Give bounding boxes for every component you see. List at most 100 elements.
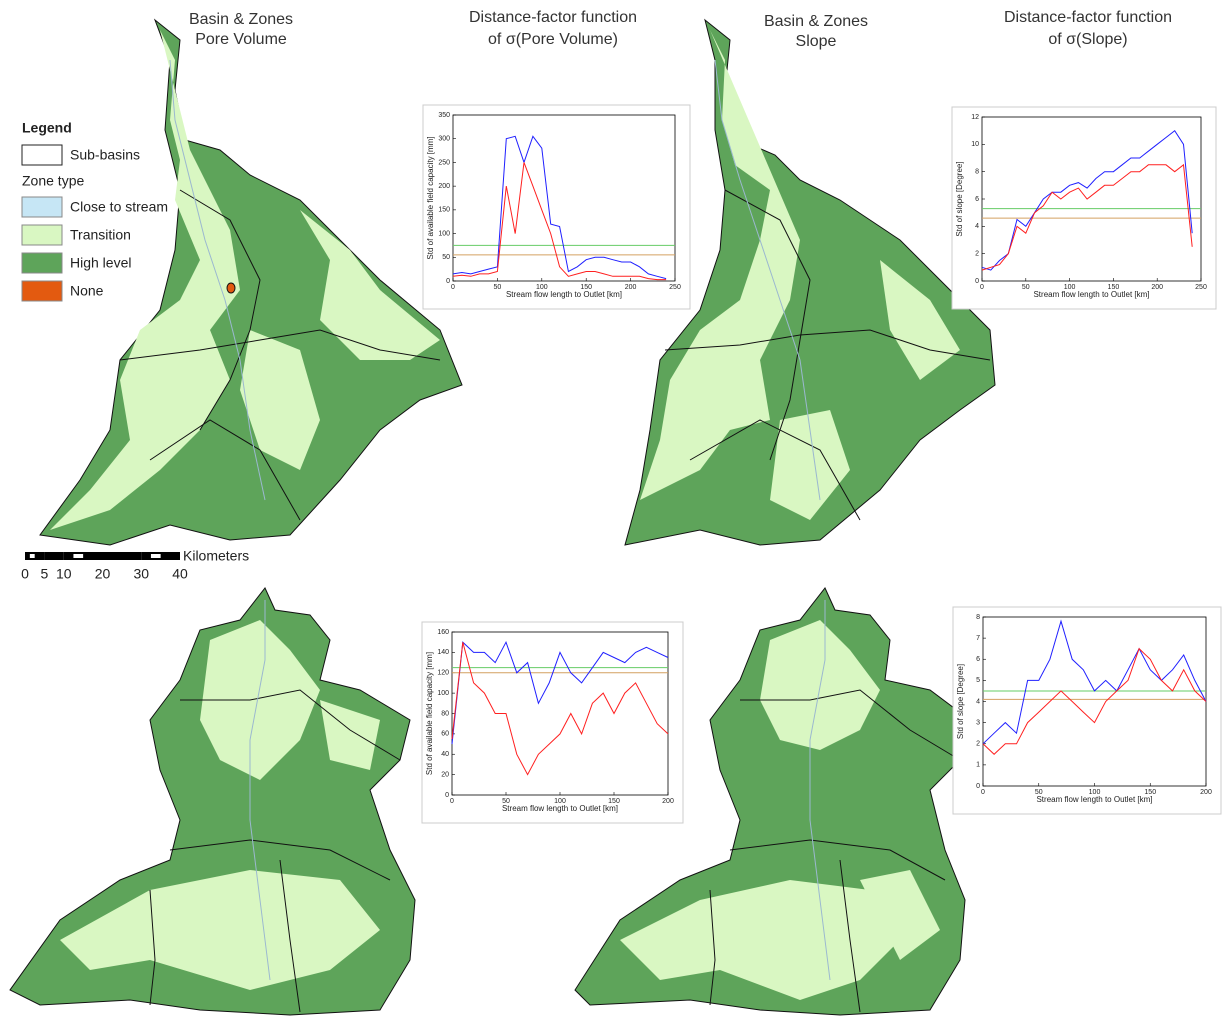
y-axis-label: Std of slope [Degree] [955, 161, 964, 236]
y-tick-label: 60 [441, 731, 449, 738]
y-tick-label: 6 [975, 196, 979, 203]
y-tick-label: 250 [438, 159, 450, 166]
legend-label: Transition [70, 227, 131, 243]
legend-swatch [21, 196, 63, 218]
x-tick-label: 50 [1035, 789, 1043, 796]
y-tick-label: 100 [437, 690, 449, 697]
legend-label: Sub-basins [70, 147, 140, 163]
plot-area [981, 116, 1202, 282]
plot-area [982, 616, 1207, 787]
y-tick-label: 350 [438, 112, 450, 119]
data-line [451, 642, 669, 776]
x-tick-label: 200 [662, 798, 674, 805]
x-tick-label: 0 [980, 284, 984, 291]
y-tick-label: 2 [976, 741, 980, 748]
scale-label: 40 [172, 566, 188, 582]
legend-swatch [21, 252, 63, 274]
x-tick-label: 100 [536, 284, 548, 291]
y-tick-label: 8 [975, 169, 979, 176]
data-line [982, 619, 1207, 745]
y-tick-label: 0 [975, 278, 979, 285]
legend-title: Legend [22, 120, 72, 136]
y-tick-label: 5 [976, 677, 980, 684]
legend: Legend Sub-basins Zone type [21, 120, 140, 189]
y-tick-label: 8 [976, 614, 980, 621]
header: Slope [796, 33, 837, 50]
x-tick-label: 250 [669, 284, 681, 291]
legend-label: Close to stream [70, 199, 168, 215]
y-tick-label: 160 [437, 629, 449, 636]
x-axis-label: Stream flow length to Outlet [km] [502, 804, 618, 813]
y-tick-label: 140 [437, 649, 449, 656]
scale-segment [29, 554, 35, 558]
y-tick-label: 150 [438, 207, 450, 214]
data-line [452, 135, 667, 280]
data-line [981, 129, 1193, 271]
x-tick-label: 100 [1089, 789, 1101, 796]
scale-unit: Kilometers [183, 548, 249, 564]
x-tick-label: 50 [494, 284, 502, 291]
y-axis-label: Std of available field capacity [mm] [425, 652, 434, 775]
y-tick-label: 4 [976, 698, 980, 705]
header: of σ(Pore Volume) [488, 31, 618, 48]
x-tick-label: 150 [1108, 284, 1120, 291]
y-tick-label: 2 [975, 251, 979, 258]
y-tick-label: 0 [446, 278, 450, 285]
none-zone [226, 282, 236, 294]
legend-swatch [21, 224, 63, 246]
y-tick-label: 0 [976, 783, 980, 790]
scale-segment [49, 554, 55, 558]
data-line [451, 640, 669, 745]
map-pore-top [39, 18, 463, 546]
y-tick-label: 7 [976, 635, 980, 642]
x-tick-label: 0 [450, 798, 454, 805]
y-tick-label: 0 [445, 792, 449, 799]
map-slope-bottom [574, 587, 971, 1016]
data-line [981, 163, 1193, 271]
y-tick-label: 80 [441, 710, 449, 717]
x-tick-label: 200 [1151, 284, 1163, 291]
scale-segment [73, 554, 84, 558]
plot-area [452, 114, 676, 282]
header: Distance-factor function [469, 9, 637, 26]
y-tick-label: 1 [976, 762, 980, 769]
y-tick-label: 3 [976, 719, 980, 726]
y-tick-label: 120 [437, 670, 449, 677]
x-axis-label: Stream flow length to Outlet [km] [1033, 290, 1149, 299]
x-tick-label: 150 [580, 284, 592, 291]
legend-group: Zone type [22, 173, 84, 189]
x-tick-label: 150 [608, 798, 620, 805]
header: Basin & Zones [189, 11, 293, 28]
y-axis-label: Std of slope [Degree] [956, 664, 965, 739]
scale-label: 30 [133, 566, 149, 582]
y-tick-label: 40 [441, 751, 449, 758]
x-axis-label: Stream flow length to Outlet [km] [1036, 795, 1152, 804]
header: Distance-factor function [1004, 9, 1172, 26]
x-axis-label: Stream flow length to Outlet [km] [506, 290, 622, 299]
x-tick-label: 200 [1200, 789, 1212, 796]
map-slope-top [624, 18, 996, 546]
plot-area [451, 631, 669, 796]
scale-label: 5 [40, 566, 48, 582]
x-tick-label: 0 [451, 284, 455, 291]
y-tick-label: 300 [438, 136, 450, 143]
data-line [452, 162, 667, 281]
legend-label: High level [70, 255, 131, 271]
header: Pore Volume [195, 31, 287, 48]
y-tick-label: 12 [971, 114, 979, 121]
legend-label: None [70, 283, 104, 299]
x-tick-label: 50 [1022, 284, 1030, 291]
y-tick-label: 20 [441, 771, 449, 778]
scale-label: 20 [95, 566, 111, 582]
scale-segment [150, 554, 161, 558]
x-tick-label: 100 [554, 798, 566, 805]
legend-swatch [21, 144, 63, 166]
x-tick-label: 200 [625, 284, 637, 291]
x-tick-label: 0 [981, 789, 985, 796]
y-axis-label: Std of available field capacity [mm] [426, 136, 435, 259]
legend-swatch [21, 280, 63, 302]
map-pore-bottom [9, 587, 416, 1016]
data-line [982, 647, 1207, 755]
y-tick-label: 50 [442, 254, 450, 261]
